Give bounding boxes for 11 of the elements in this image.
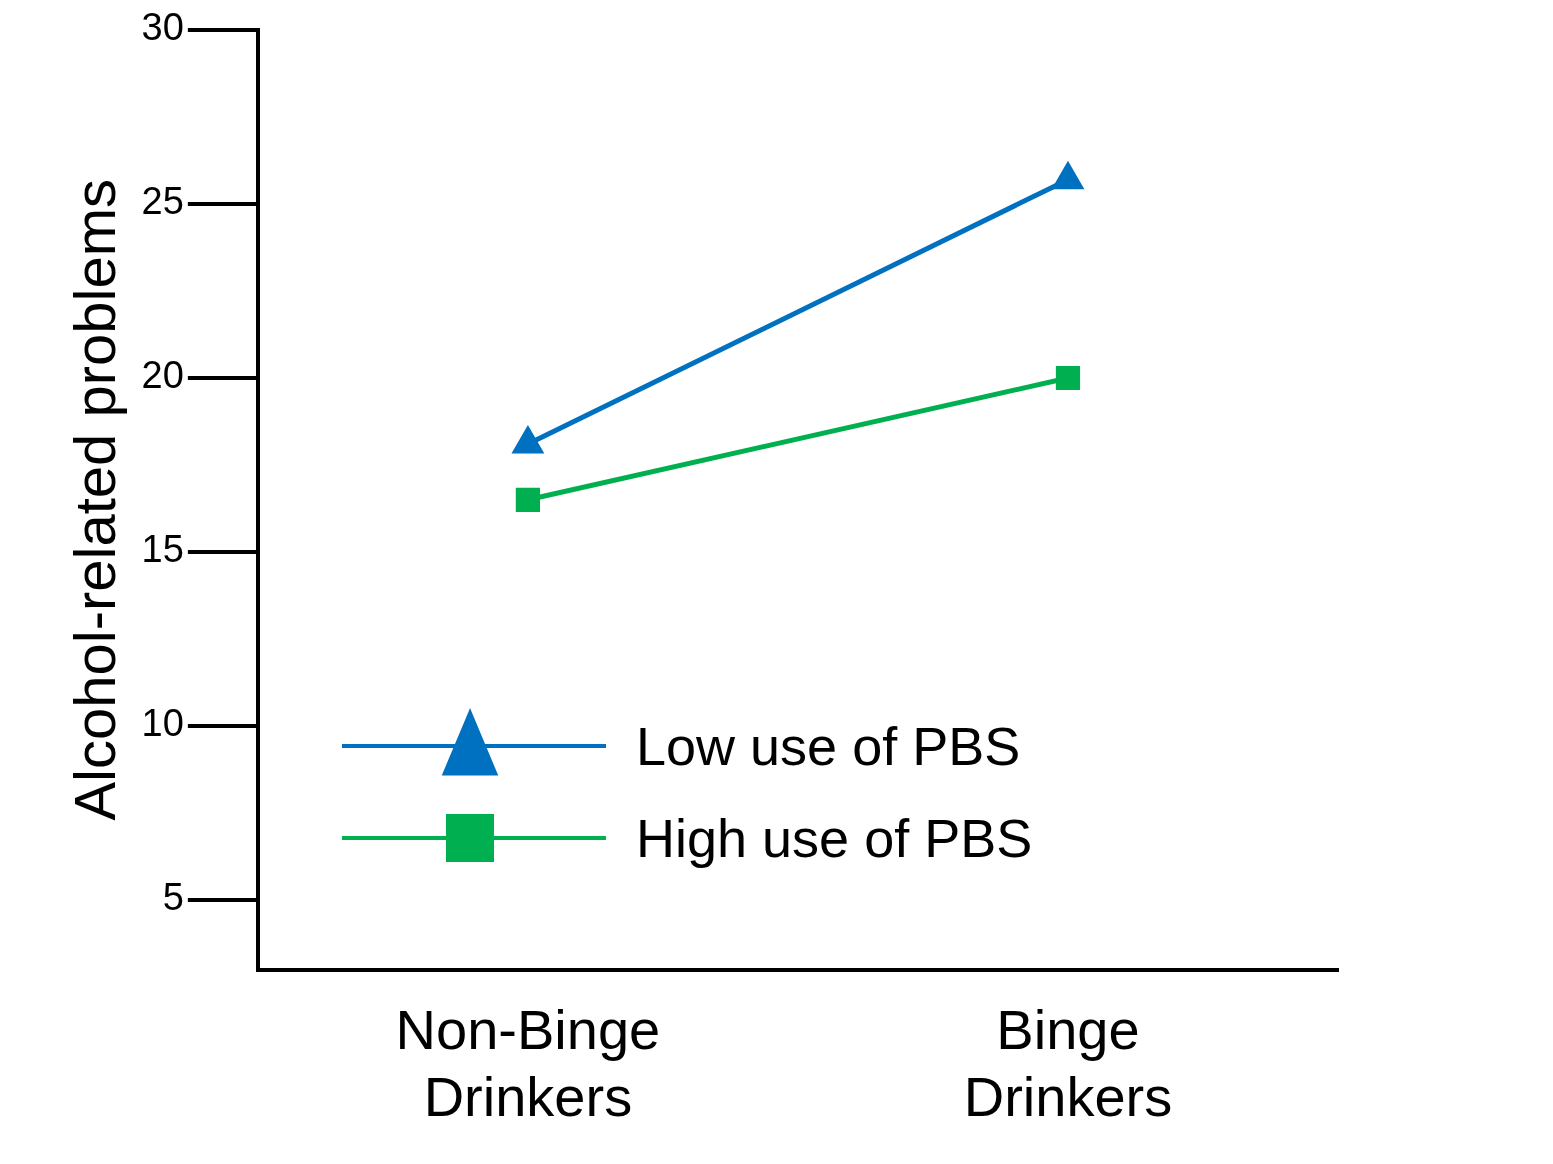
y-axis-title: Alcohol-related problems (61, 179, 127, 821)
y-tick-label: 25 (141, 180, 184, 223)
y-tick-label: 5 (162, 876, 184, 919)
y-tick-label: 15 (141, 528, 184, 571)
y-tick-label: 30 (141, 6, 184, 49)
x-tick-label: Binge Drinkers (963, 997, 1173, 1128)
legend-label: High use of PBS (636, 807, 1033, 869)
x-tick-label: Non-Binge Drinkers (395, 997, 661, 1128)
legend-label: Low use of PBS (636, 715, 1021, 777)
y-tick-label: 20 (141, 354, 184, 397)
y-tick-label: 10 (141, 702, 184, 745)
